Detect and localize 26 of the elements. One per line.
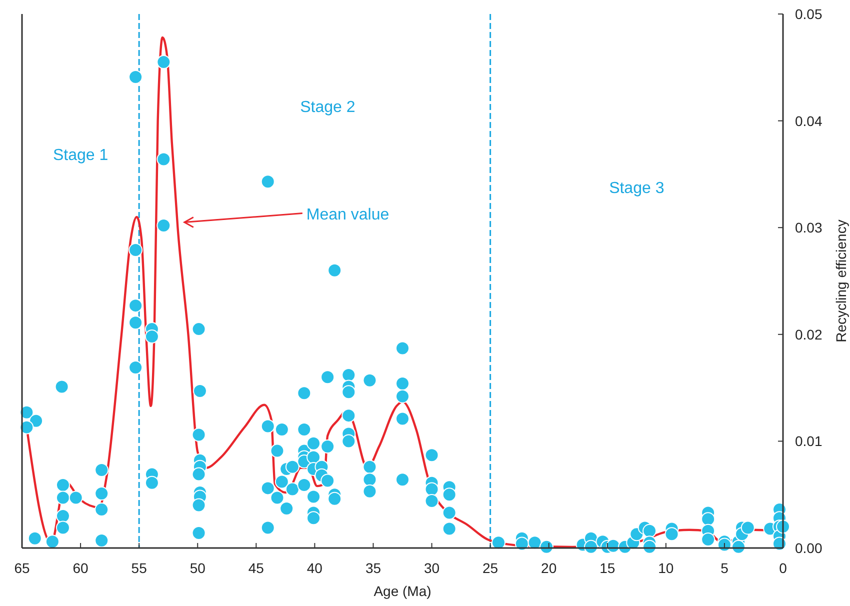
x-tick-label: 40 (306, 560, 323, 576)
x-tick-label: 60 (72, 560, 89, 576)
x-tick-label: 5 (720, 560, 729, 576)
annotation: Stage 1 (52, 147, 108, 164)
x-tick-label: 45 (248, 560, 264, 576)
y-tick-label: 0.05 (795, 6, 822, 22)
x-tick-label: 15 (600, 560, 616, 576)
y-tick-label: 0.00 (795, 540, 822, 556)
x-tick-label: 20 (541, 560, 557, 576)
x-tick-label: 25 (482, 560, 498, 576)
annotation: Mean value (306, 206, 390, 224)
x-tick-label: 0 (779, 560, 788, 576)
y-tick-label: 0.03 (795, 220, 822, 236)
x-tick-label: 35 (365, 560, 382, 576)
y-tick-label: 0.04 (795, 112, 822, 129)
annotation: Stage 2 (300, 99, 356, 116)
x-tick-label: 30 (424, 560, 440, 576)
y-tick-label: 0.01 (795, 433, 822, 450)
x-tick-label: 10 (658, 560, 674, 576)
x-tick-label: 55 (131, 560, 148, 576)
y-axis-title: Recycling efficiency (833, 220, 849, 342)
x-tick-label: 50 (190, 560, 206, 576)
x-tick-label: 65 (14, 560, 30, 576)
x-axis-title: Age (Ma) (374, 583, 432, 599)
annotation: Stage 3 (609, 180, 664, 197)
y-tick-label: 0.02 (795, 326, 822, 342)
